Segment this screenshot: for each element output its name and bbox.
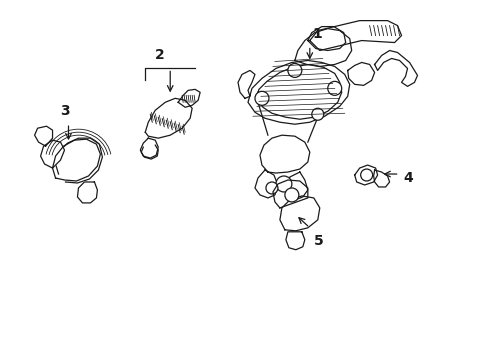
Circle shape — [254, 91, 268, 105]
Polygon shape — [260, 135, 309, 173]
Polygon shape — [238, 71, 254, 98]
Polygon shape — [77, 182, 97, 203]
Polygon shape — [285, 172, 307, 200]
Polygon shape — [354, 165, 377, 185]
Circle shape — [311, 108, 323, 120]
Polygon shape — [256, 64, 341, 119]
Circle shape — [360, 169, 372, 181]
Polygon shape — [272, 180, 307, 208]
Polygon shape — [294, 28, 351, 67]
Circle shape — [265, 182, 277, 194]
Polygon shape — [52, 139, 100, 181]
Circle shape — [285, 188, 298, 202]
Polygon shape — [247, 60, 349, 124]
Polygon shape — [140, 138, 158, 158]
Polygon shape — [347, 62, 374, 85]
Polygon shape — [373, 170, 389, 187]
Polygon shape — [374, 50, 417, 86]
Polygon shape — [145, 98, 192, 138]
Text: 5: 5 — [313, 234, 323, 248]
Polygon shape — [279, 196, 319, 231]
Text: 2: 2 — [155, 49, 164, 62]
Polygon shape — [254, 170, 277, 198]
Circle shape — [275, 176, 291, 192]
Text: 4: 4 — [403, 171, 412, 185]
Polygon shape — [307, 27, 345, 50]
Text: 3: 3 — [61, 104, 70, 118]
Polygon shape — [178, 89, 200, 107]
Polygon shape — [41, 140, 64, 168]
Circle shape — [327, 81, 341, 95]
Circle shape — [287, 63, 301, 77]
Polygon shape — [309, 21, 401, 50]
Polygon shape — [285, 232, 304, 250]
Text: 1: 1 — [312, 27, 322, 41]
Polygon shape — [35, 126, 52, 146]
